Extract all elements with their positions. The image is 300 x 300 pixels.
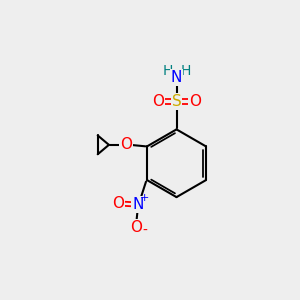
Text: O: O (120, 137, 132, 152)
Text: O: O (189, 94, 201, 109)
Text: +: + (140, 193, 149, 203)
Text: -: - (142, 224, 147, 238)
Text: O: O (152, 94, 164, 109)
Text: N: N (132, 197, 143, 212)
Text: S: S (172, 94, 182, 109)
Text: O: O (112, 196, 124, 211)
Text: O: O (130, 220, 142, 235)
Text: N: N (171, 70, 182, 85)
Text: H: H (180, 64, 190, 78)
Text: H: H (163, 64, 173, 78)
